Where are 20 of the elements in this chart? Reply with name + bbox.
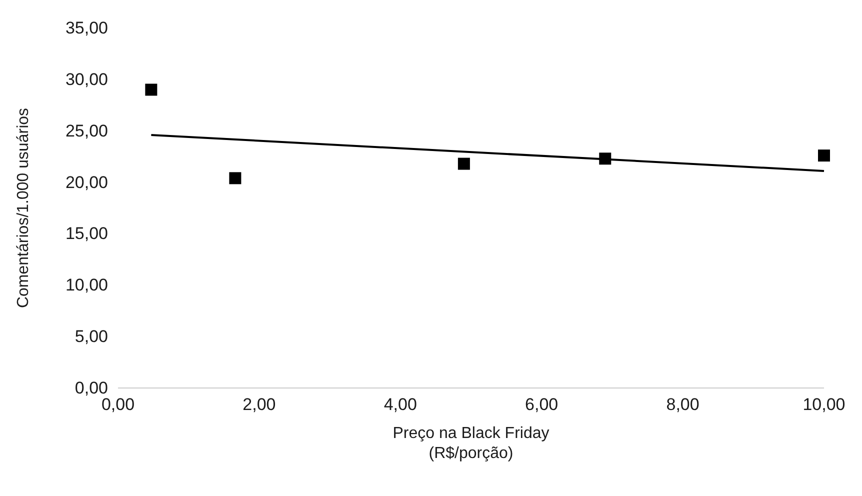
y-tick-label: 15,00 <box>65 224 108 244</box>
x-axis-title: Preço na Black Friday (R$/porção) <box>392 425 550 462</box>
point <box>229 172 242 184</box>
x-tick-label: 6,00 <box>525 395 558 414</box>
x-tick-label: 4,00 <box>384 395 417 414</box>
y-tick-label: 25,00 <box>65 121 108 140</box>
point <box>818 150 830 162</box>
y-tick-label: 10,00 <box>65 276 108 295</box>
y-tick-label: 30,00 <box>65 70 108 89</box>
point <box>145 84 158 96</box>
y-tick-label: 20,00 <box>65 172 108 192</box>
y-tick-label: 5,00 <box>74 327 108 346</box>
x-tick-label: 0,00 <box>101 395 135 414</box>
x-tick-label: 2,00 <box>242 395 276 414</box>
y-tick-label: 0,00 <box>74 378 108 398</box>
y-tick-label: 35,00 <box>65 18 108 38</box>
point <box>458 158 470 170</box>
x-tick-label: 8,00 <box>666 395 700 414</box>
x-tick-label: 10,00 <box>802 395 846 414</box>
y-axis-title: Comentários/1.000 usuários <box>15 108 32 308</box>
